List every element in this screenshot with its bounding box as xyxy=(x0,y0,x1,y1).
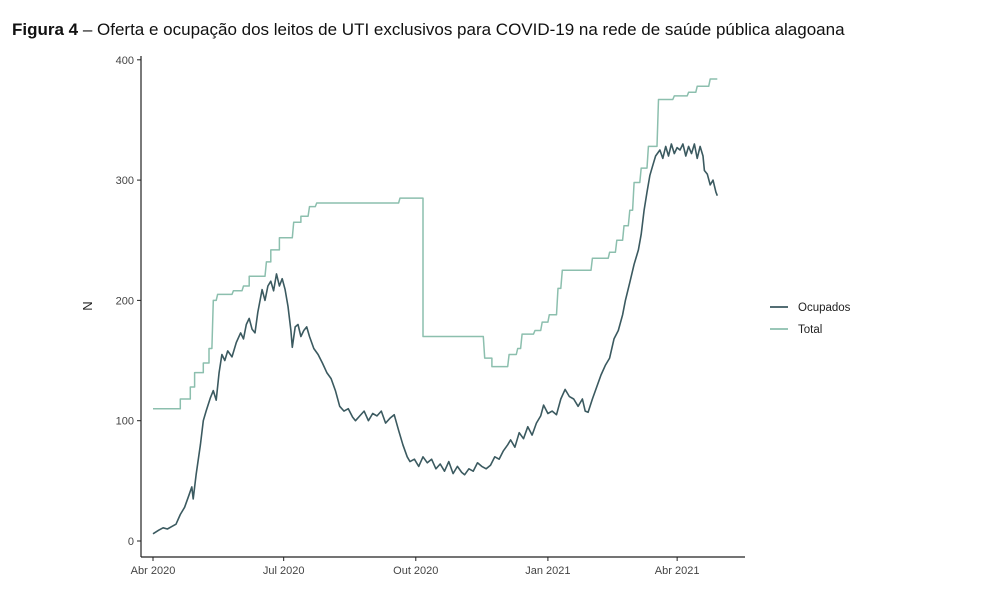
y-tick-label: 0 xyxy=(128,536,134,548)
legend: Ocupados Total xyxy=(770,302,851,336)
y-tick-label: 400 xyxy=(116,55,134,67)
legend-label-total: Total xyxy=(798,324,822,336)
figure-title: Figura 4 – Oferta e ocupação dos leitos … xyxy=(12,20,845,40)
y-axis-label: N xyxy=(80,301,95,310)
y-tick-label: 200 xyxy=(116,295,134,307)
x-tick-label: Out 2020 xyxy=(393,565,438,577)
y-tick-label: 100 xyxy=(116,416,134,428)
x-tick-label: Abr 2021 xyxy=(655,565,700,577)
y-tick-label: 300 xyxy=(116,175,134,187)
legend-label-ocupados: Ocupados xyxy=(798,302,851,314)
x-tick-label: Jan 2021 xyxy=(525,565,570,577)
series-line-total xyxy=(153,78,718,410)
x-tick-label: Jul 2020 xyxy=(263,565,305,577)
figure-number: Figura 4 xyxy=(12,20,79,39)
figure-caption: – Oferta e ocupação dos leitos de UTI ex… xyxy=(78,20,845,39)
x-tick-label: Abr 2020 xyxy=(131,565,176,577)
series-line-ocupados xyxy=(152,143,719,535)
